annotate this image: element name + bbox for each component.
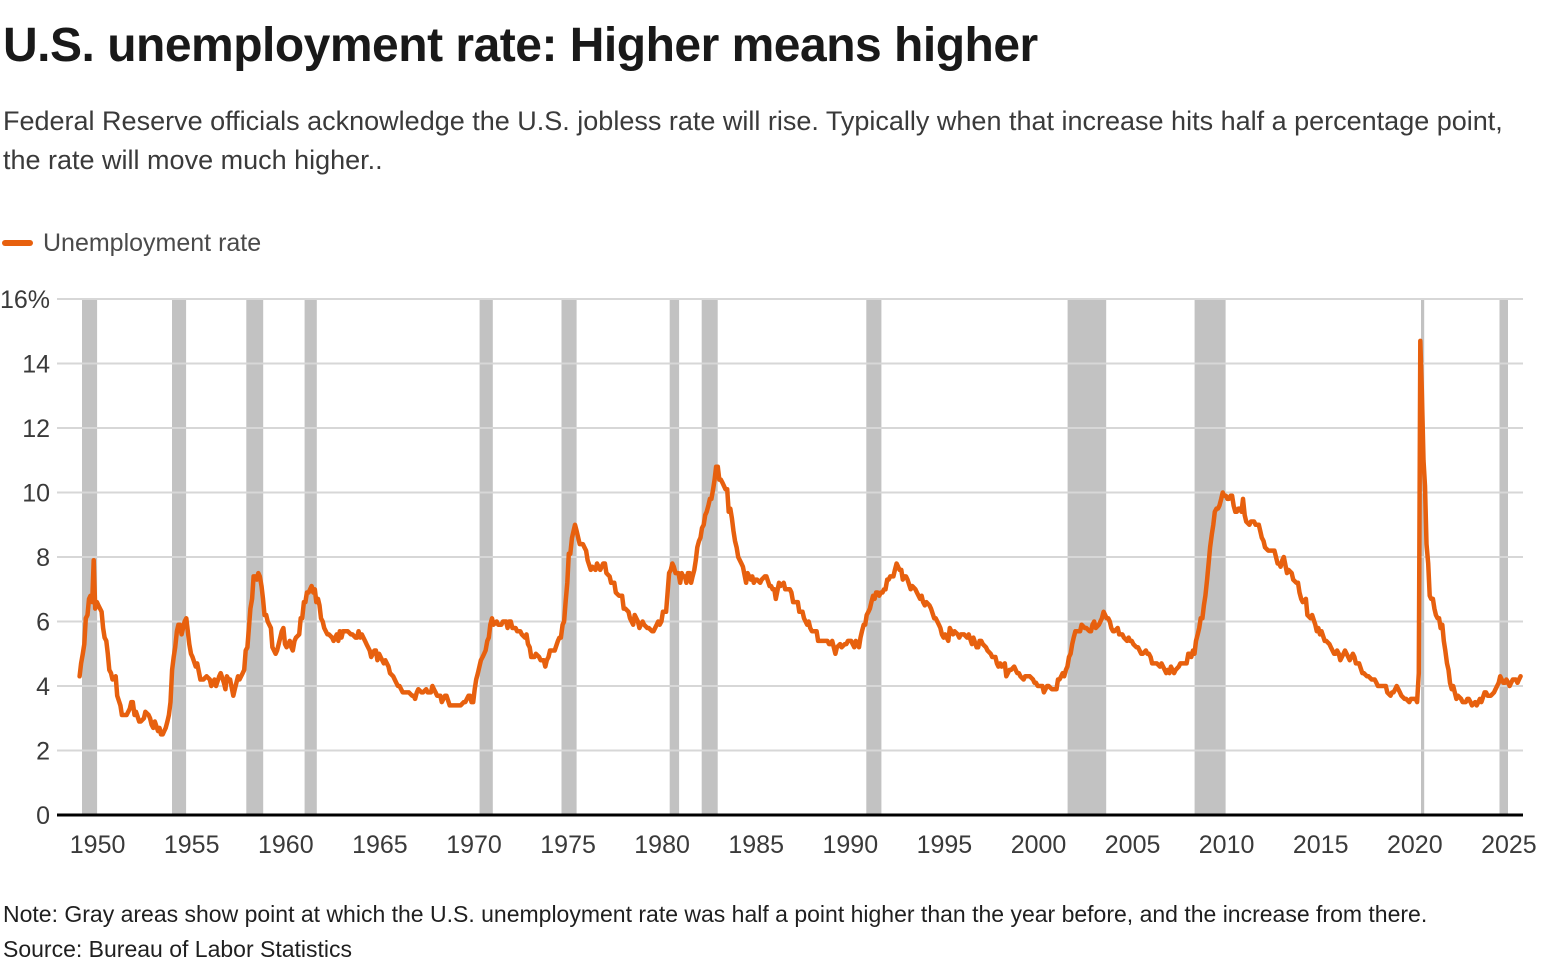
x-axis-tick-label: 2025 bbox=[1481, 831, 1537, 859]
y-axis-tick-label: 16% bbox=[0, 290, 50, 314]
unemployment-rate-chart: 0 2 4 6 8 10 12 14 16% 1950 1955 1960 1965 1970 1975 19… bbox=[0, 290, 1537, 859]
y-axis-tick-label: 14 bbox=[22, 350, 50, 378]
y-axis-tick-label: 6 bbox=[36, 608, 50, 636]
x-axis-tick-label: 1970 bbox=[446, 831, 502, 859]
x-axis-tick-label: 1995 bbox=[917, 831, 973, 859]
legend-line-swatch bbox=[2, 240, 33, 246]
chart-title: U.S. unemployment rate: Higher means hig… bbox=[3, 19, 1038, 72]
y-axis-tick-label: 8 bbox=[36, 544, 50, 572]
unemployment-rate-line bbox=[77, 338, 1523, 737]
y-axis-tick-label: 0 bbox=[36, 802, 50, 830]
chart-subtitle: Federal Reserve officials acknowledge th… bbox=[3, 106, 1503, 176]
y-axis-tick-label: 2 bbox=[36, 737, 50, 765]
x-axis-tick-label: 1950 bbox=[70, 831, 126, 859]
x-axis-tick-label: 1965 bbox=[352, 831, 408, 859]
x-axis-tick-label: 2015 bbox=[1293, 831, 1349, 859]
y-axis-tick-label: 12 bbox=[22, 415, 50, 443]
x-axis-tick-label: 2010 bbox=[1199, 831, 1255, 859]
y-axis-tick-label: 4 bbox=[36, 673, 50, 701]
x-axis-tick-label: 2020 bbox=[1387, 831, 1443, 859]
x-axis-tick-label: 1975 bbox=[540, 831, 596, 859]
x-axis-tick-label: 1955 bbox=[164, 831, 220, 859]
x-axis-tick-label: 2000 bbox=[1011, 831, 1067, 859]
x-axis-tick-label: 2005 bbox=[1105, 831, 1161, 859]
x-axis-tick-label: 1960 bbox=[258, 831, 314, 859]
legend: Unemployment rate bbox=[2, 228, 261, 258]
x-axis-tick-label: 1990 bbox=[822, 831, 878, 859]
x-axis-tick-label: 1985 bbox=[728, 831, 784, 859]
legend-label: Unemployment rate bbox=[43, 228, 262, 257]
footnote: Note: Gray areas show point at which the… bbox=[3, 901, 1428, 927]
y-axis-tick-label: 10 bbox=[22, 479, 50, 507]
source-credit: Source: Bureau of Labor Statistics bbox=[3, 936, 353, 962]
x-axis-tick-label: 1980 bbox=[634, 831, 690, 859]
